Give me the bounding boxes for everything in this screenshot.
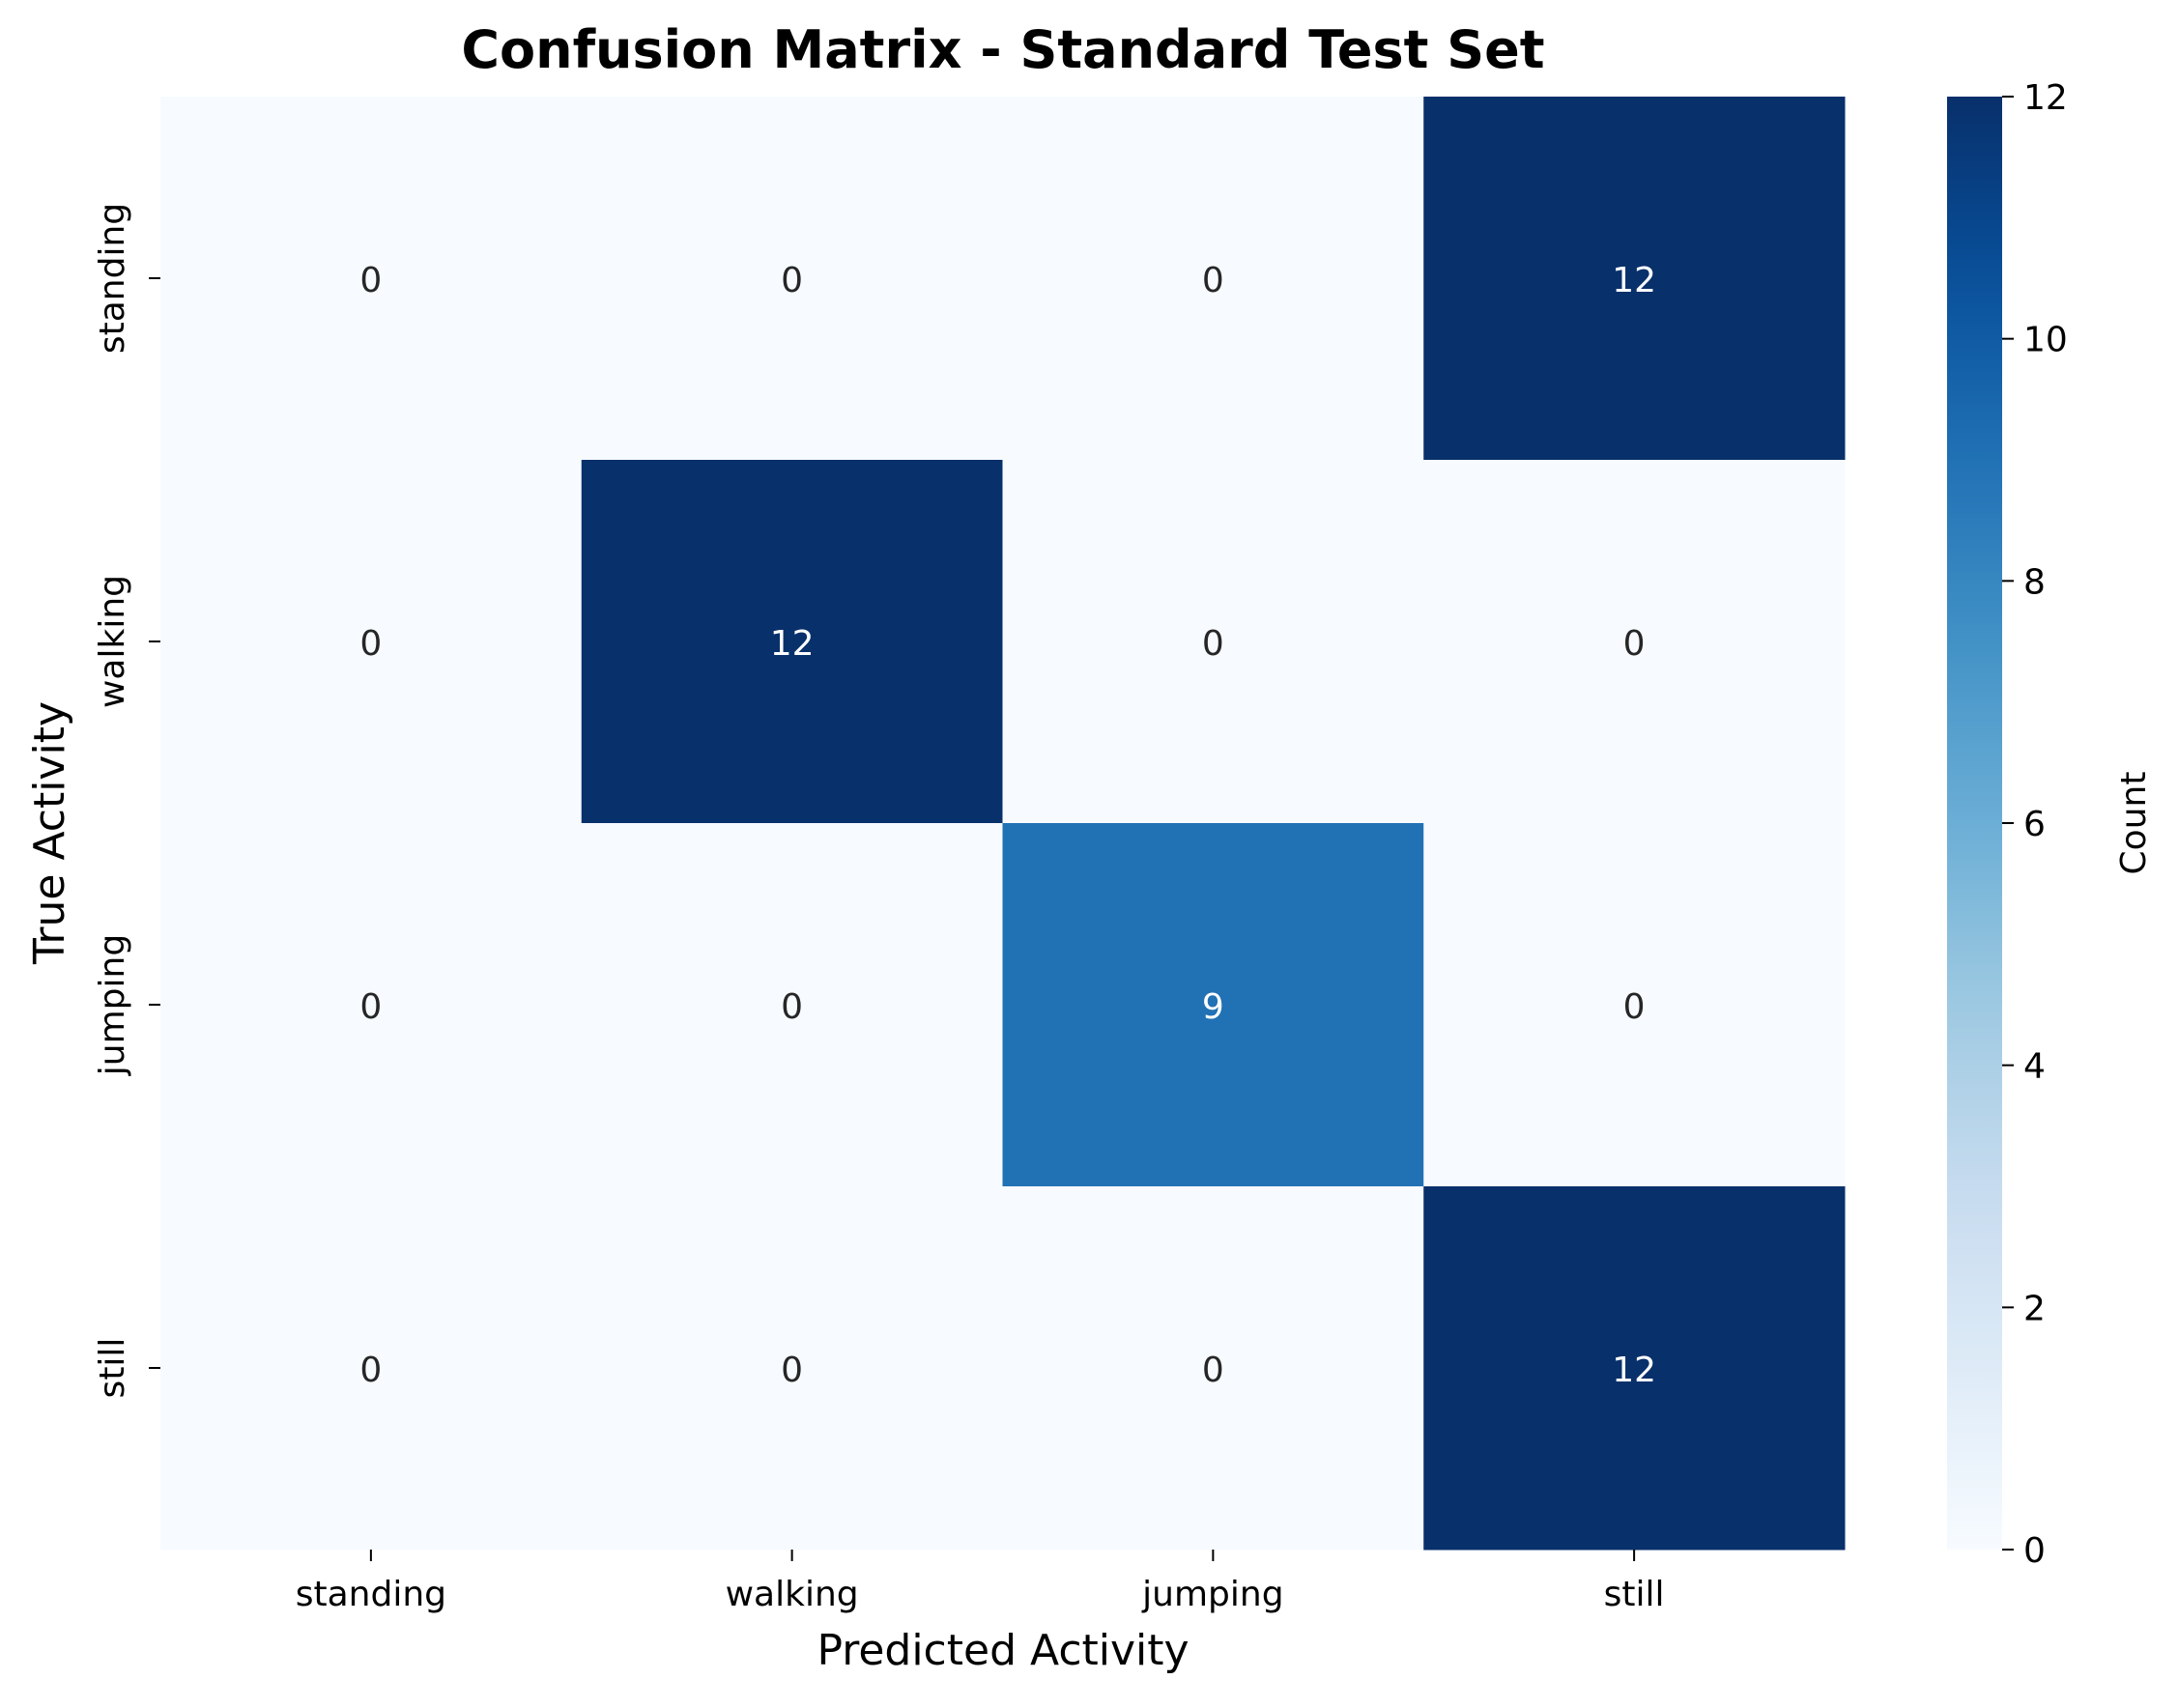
x-axis-label: Predicted Activity <box>817 1626 1189 1675</box>
heatmap-cells <box>160 97 1846 1551</box>
colorbar-tick-label: 10 <box>2023 321 2068 360</box>
y-tick-label: still <box>93 1338 132 1399</box>
heatmap-cell <box>1002 460 1424 824</box>
x-tick-label: jumping <box>1141 1575 1283 1614</box>
colorbar-gradient <box>1947 97 2002 1550</box>
chart-title: Confusion Matrix - Standard Test Set <box>461 19 1544 80</box>
heatmap-cell <box>160 1186 583 1551</box>
heatmap-cell <box>1423 823 1846 1187</box>
y-tick-label: walking <box>93 575 132 708</box>
y-tick-label: standing <box>93 203 132 354</box>
heatmap-cell <box>1423 97 1846 461</box>
x-tick-label: still <box>1604 1575 1665 1614</box>
x-tick-label: walking <box>726 1575 859 1614</box>
heatmap-cell <box>1002 823 1424 1187</box>
cell-value-label: 0 <box>1623 987 1646 1027</box>
cell-value-label: 0 <box>1202 1351 1224 1390</box>
cell-value-label: 12 <box>770 624 815 664</box>
cell-value-label: 0 <box>359 1351 382 1390</box>
colorbar-tick-label: 6 <box>2023 805 2046 844</box>
cell-value-label: 0 <box>781 1351 803 1390</box>
heatmap-cell <box>581 1186 1003 1551</box>
y-axis-label: True Activity <box>25 701 74 965</box>
cell-value-label: 0 <box>781 987 803 1027</box>
heatmap-cell <box>1423 460 1846 824</box>
cell-value-label: 9 <box>1202 987 1224 1027</box>
heatmap-cell <box>160 97 583 461</box>
heatmap-cell <box>581 823 1003 1187</box>
colorbar-tick-label: 2 <box>2023 1289 2046 1328</box>
heatmap-cell <box>1002 1186 1424 1551</box>
heatmap-cell <box>581 460 1003 824</box>
heatmap-cell <box>160 823 583 1187</box>
cell-value-label: 0 <box>359 261 382 300</box>
colorbar-tick-label: 4 <box>2023 1047 2046 1087</box>
heatmap-annotations: 0 0 0 12 0 12 0 0 0 0 9 0 0 0 0 12 <box>359 261 1656 1390</box>
heatmap-cell <box>1002 97 1424 461</box>
cell-value-label: 0 <box>1623 624 1646 664</box>
colorbar-label: Count <box>2114 772 2154 875</box>
heatmap-cell <box>581 97 1003 461</box>
cell-value-label: 12 <box>1612 1351 1656 1390</box>
y-tick-label: jumping <box>93 934 132 1076</box>
cell-value-label: 0 <box>359 987 382 1027</box>
cell-value-label: 0 <box>1202 624 1224 664</box>
colorbar-tick-label: 0 <box>2023 1531 2046 1571</box>
colorbar-tick-label: 8 <box>2023 562 2046 602</box>
colorbar-tick-label: 12 <box>2023 78 2068 118</box>
colorbar: 0 2 4 6 8 10 12 Count <box>1947 78 2154 1571</box>
x-tick-label: standing <box>296 1575 446 1614</box>
cell-value-label: 0 <box>781 261 803 300</box>
x-axis: standing walking jumping still <box>296 1550 1665 1614</box>
cell-value-label: 0 <box>359 624 382 664</box>
heatmap-cell <box>160 460 583 824</box>
heatmap-cell <box>1423 1186 1846 1551</box>
y-axis: standing walking jumping still <box>93 203 160 1399</box>
cell-value-label: 12 <box>1612 261 1656 300</box>
cell-value-label: 0 <box>1202 261 1224 300</box>
